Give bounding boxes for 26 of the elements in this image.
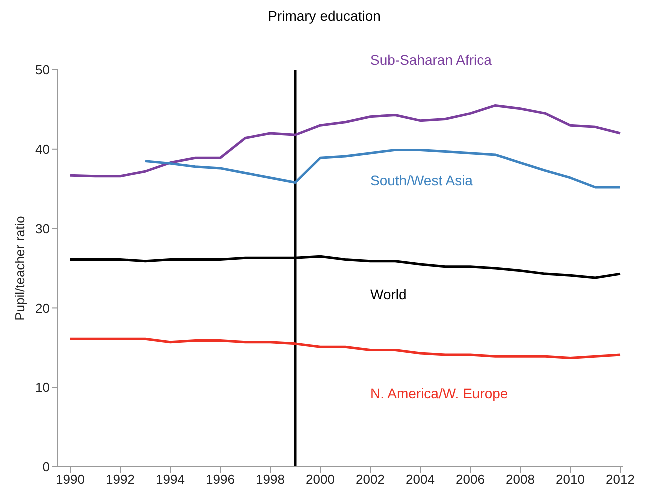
x-tick-label: 1994: [156, 472, 185, 488]
x-tick-label: 1996: [206, 472, 235, 488]
x-tick-label: 1992: [106, 472, 135, 488]
y-tick-label: 40: [36, 142, 50, 158]
chart-title: Primary education: [267, 8, 382, 26]
line-series: [144, 148, 622, 189]
line-series: [69, 338, 622, 360]
y-tick-label: 20: [36, 300, 50, 316]
x-tick-label: 2010: [556, 472, 585, 488]
text: N. America/W. Europe: [370, 385, 508, 402]
x-tick-label: 2002: [356, 472, 385, 488]
series-label: South/West Asia: [370, 172, 474, 188]
x-tick-label: 1998: [256, 472, 285, 488]
x-tick-label: 2012: [606, 472, 635, 488]
y-tick-label: 10: [36, 380, 50, 396]
y-tick-label: 0: [42, 460, 50, 475]
y-tick-label: 50: [36, 62, 50, 78]
x-tick-label: 2004: [406, 472, 435, 488]
y-tick-label: 30: [36, 221, 50, 236]
x-tick-label: 2008: [506, 472, 535, 488]
y-axis-title: Pupil/teacher ratio: [12, 216, 28, 321]
x-tick-label: 1990: [56, 472, 85, 488]
x-tick-label: 2000: [306, 472, 335, 488]
series-label: World: [370, 286, 407, 302]
x-tick-label: 2006: [456, 472, 485, 488]
text: Sub-Saharan Africa: [370, 52, 492, 68]
